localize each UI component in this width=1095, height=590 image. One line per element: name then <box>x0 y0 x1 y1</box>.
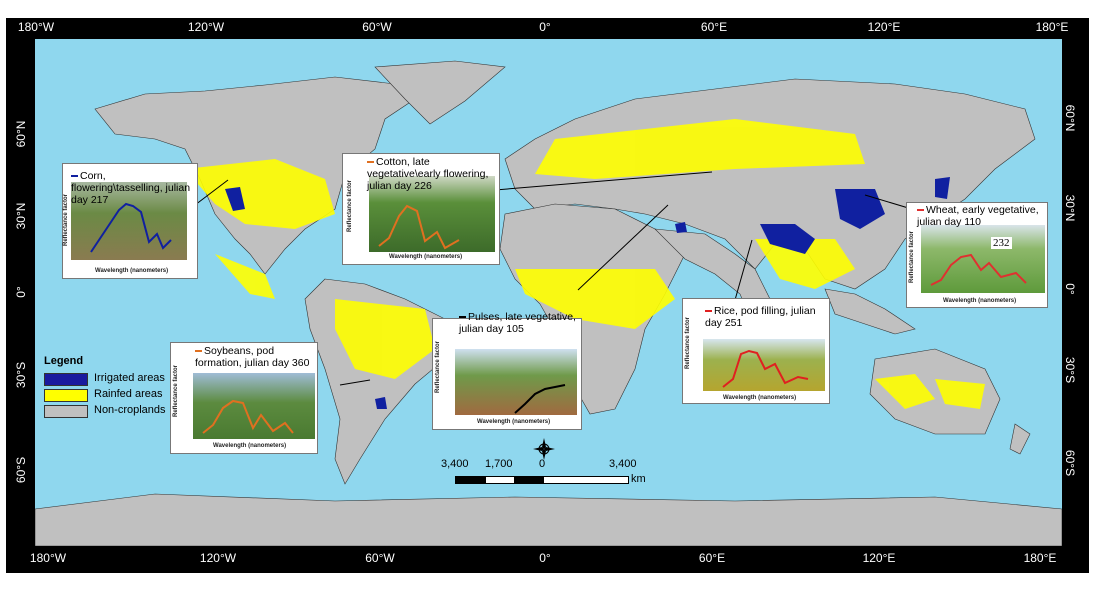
scale-bar: 3,400 1,700 0 3,400 km <box>441 458 655 498</box>
corn-spectrum-line <box>90 202 172 253</box>
tick-top-180w: 180°W <box>17 20 55 34</box>
legend-item-label: Non-croplands <box>94 404 166 416</box>
rainfed-swatch <box>44 389 88 402</box>
soy-title: Soybeans, pod formation, julian day 360 <box>195 345 310 369</box>
pulses-title: Pulses, late vegetative, julian day 105 <box>459 311 576 335</box>
wheat-xlabel: Wavelength (nanometers) <box>943 298 1017 304</box>
wheat-spectrum-line <box>930 253 1027 286</box>
inset-cotton[interactable]: Cotton, late vegetative\early flowering,… <box>342 153 500 265</box>
legend-title: Legend <box>44 355 84 367</box>
tick-bottom-60e: 60°E <box>698 551 726 565</box>
inset-soy[interactable]: Soybeans, pod formation, julian day 360 … <box>170 342 318 454</box>
compass-rose-icon <box>532 437 556 461</box>
irrigated-swatch <box>44 373 88 386</box>
scale-label-left: 3,400 <box>441 458 469 470</box>
tick-bottom-120w: 120°W <box>199 551 237 565</box>
corn-xlabel: Wavelength (nanometers) <box>95 268 169 274</box>
noncrop-swatch <box>44 405 88 418</box>
legend: Legend Irrigated areas Rainfed areas Non… <box>44 355 174 435</box>
inset-pulses[interactable]: Pulses, late vegetative, julian day 105 … <box>432 311 582 430</box>
wheat-photo: 232 <box>921 225 1045 293</box>
pulses-ylabel: Reflectance factor <box>435 340 441 393</box>
tick-top-120e: 120°E <box>867 20 901 34</box>
cotton-title: Cotton, late vegetative\early flowering,… <box>367 156 489 192</box>
cotton-spectrum-line <box>378 204 460 250</box>
tick-top-60e: 60°E <box>700 20 728 34</box>
tick-bottom-120e: 120°E <box>862 551 896 565</box>
tick-bottom-180w: 180°W <box>29 551 67 565</box>
inset-rice[interactable]: Rice, pod filling, julian day 251 Reflec… <box>682 298 830 404</box>
soy-spectrum-line <box>202 399 294 434</box>
scale-bar-track <box>455 476 629 484</box>
cotton-photo <box>369 176 495 252</box>
legend-item-label: Irrigated areas <box>94 372 165 384</box>
rice-ylabel: Reflectance factor <box>685 316 691 369</box>
wheat-sign: 232 <box>991 237 1012 249</box>
soy-xlabel: Wavelength (nanometers) <box>213 443 287 449</box>
cotton-ylabel: Reflectance factor <box>347 179 353 232</box>
tick-top-0: 0° <box>539 20 551 34</box>
scale-label-right: 3,400 <box>609 458 637 470</box>
soy-photo <box>193 373 315 439</box>
corn-ylabel: Reflectance factor <box>63 193 69 246</box>
tick-top-60w: 60°W <box>362 20 392 34</box>
corn-photo <box>71 182 187 260</box>
tick-bottom-0: 0° <box>539 551 551 565</box>
wheat-title: Wheat, early vegetative, julian day 110 <box>917 204 1039 228</box>
tick-bottom-60w: 60°W <box>365 551 395 565</box>
wheat-ylabel: Reflectance factor <box>909 230 915 283</box>
pulses-xlabel: Wavelength (nanometers) <box>477 419 551 425</box>
corn-title: Corn, flowering\tasselling, julian day 2… <box>71 170 191 206</box>
scale-unit: km <box>631 473 646 485</box>
scale-label-zero: 0 <box>539 458 546 470</box>
pulses-spectrum-line <box>514 384 566 414</box>
scale-label-mid: 1,700 <box>485 458 513 470</box>
tick-top-180e: 180°E <box>1035 20 1069 34</box>
pulses-photo <box>455 349 577 415</box>
legend-item-label: Rainfed areas <box>94 388 163 400</box>
rice-xlabel: Wavelength (nanometers) <box>723 395 797 401</box>
cotton-xlabel: Wavelength (nanometers) <box>389 254 463 260</box>
rice-title: Rice, pod filling, julian day 251 <box>705 305 816 329</box>
irrigated-areas <box>225 177 950 409</box>
rice-spectrum-line <box>722 349 809 388</box>
tick-top-120w: 120°W <box>187 20 225 34</box>
tick-bottom-180e: 180°E <box>1023 551 1057 565</box>
rainfed-areas <box>185 119 985 409</box>
inset-corn[interactable]: Corn, flowering\tasselling, julian day 2… <box>62 163 198 279</box>
inset-wheat[interactable]: 232 Wheat, early vegetative, julian day … <box>906 202 1048 308</box>
rice-photo <box>703 339 825 391</box>
